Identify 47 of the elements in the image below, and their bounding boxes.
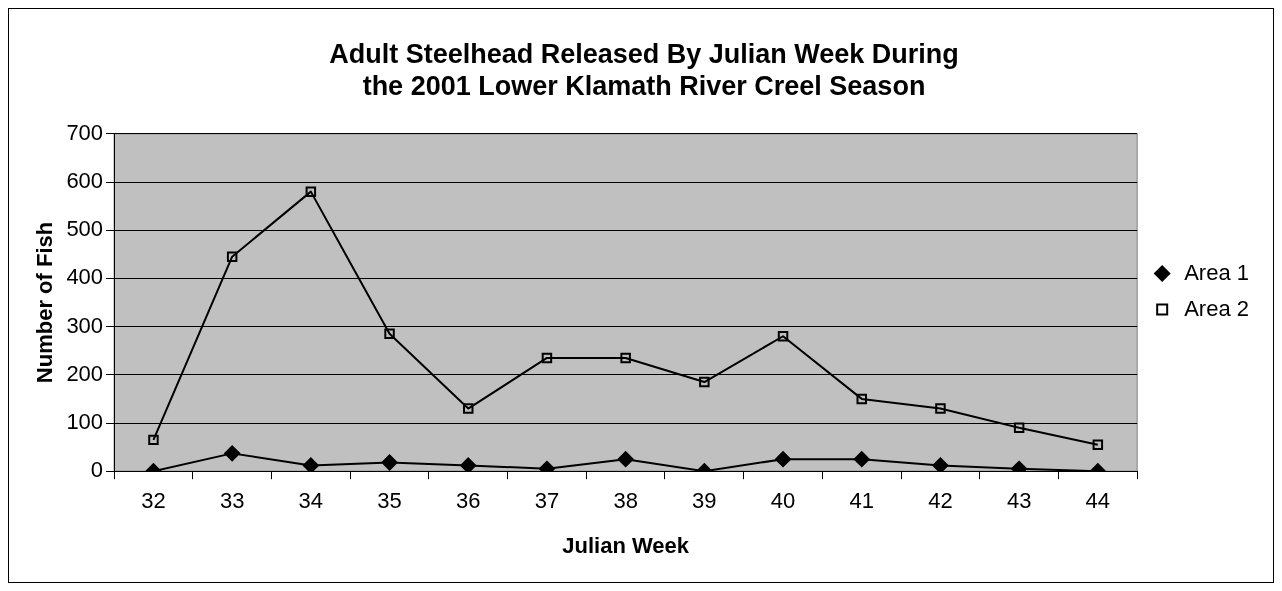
- y-tick-label: 500: [66, 216, 104, 242]
- point: [305, 186, 317, 197]
- point: [617, 451, 634, 468]
- legend-label: Area 1: [1184, 259, 1250, 285]
- x-tick-label: 41: [849, 488, 874, 514]
- point: [541, 352, 553, 364]
- point: [302, 457, 319, 472]
- point: [460, 457, 477, 472]
- x-tick-label: 37: [534, 488, 560, 514]
- point: [620, 352, 631, 364]
- y-tick-label: 200: [66, 360, 104, 386]
- point: [1092, 439, 1104, 450]
- x-axis-title: Julian Week: [562, 532, 690, 558]
- x-tick-label: 33: [219, 488, 245, 514]
- x-tick-label: 42: [928, 488, 953, 514]
- point: [224, 445, 241, 462]
- point: [935, 403, 946, 414]
- point: [775, 451, 792, 468]
- x-tick-label: 39: [692, 488, 717, 514]
- point: [853, 451, 870, 468]
- y-tick-label: 300: [66, 312, 104, 338]
- point: [384, 328, 395, 340]
- point: [381, 454, 398, 471]
- x-tick-label: 36: [456, 488, 481, 514]
- y-tick-label: 100: [66, 409, 104, 435]
- y-tick-label: 0: [90, 457, 104, 483]
- point: [148, 434, 159, 446]
- y-tick-label: 400: [66, 264, 104, 290]
- point: [1013, 422, 1025, 434]
- point: [699, 376, 710, 388]
- x-tick-label: 32: [141, 488, 166, 514]
- point: [932, 457, 949, 472]
- x-tick-label: 34: [298, 488, 324, 514]
- y-axis-title: Number of Fish: [32, 221, 58, 384]
- x-tick-label: 43: [1006, 488, 1032, 514]
- y-tick-label: 600: [66, 168, 104, 194]
- legend-label: Area 2: [1184, 295, 1250, 321]
- point: [226, 251, 238, 262]
- y-tick-label: 700: [66, 119, 104, 145]
- x-tick-label: 40: [770, 488, 796, 514]
- x-tick-label: 38: [613, 488, 638, 514]
- x-tick-label: 44: [1085, 488, 1111, 514]
- point: [463, 403, 474, 414]
- chart-title: Adult Steelhead Released By Julian Week During the 2001 Lower Klamath River Creel Season: [329, 38, 959, 102]
- point: [856, 393, 867, 405]
- x-tick-label: 35: [377, 488, 402, 514]
- point: [777, 331, 789, 342]
